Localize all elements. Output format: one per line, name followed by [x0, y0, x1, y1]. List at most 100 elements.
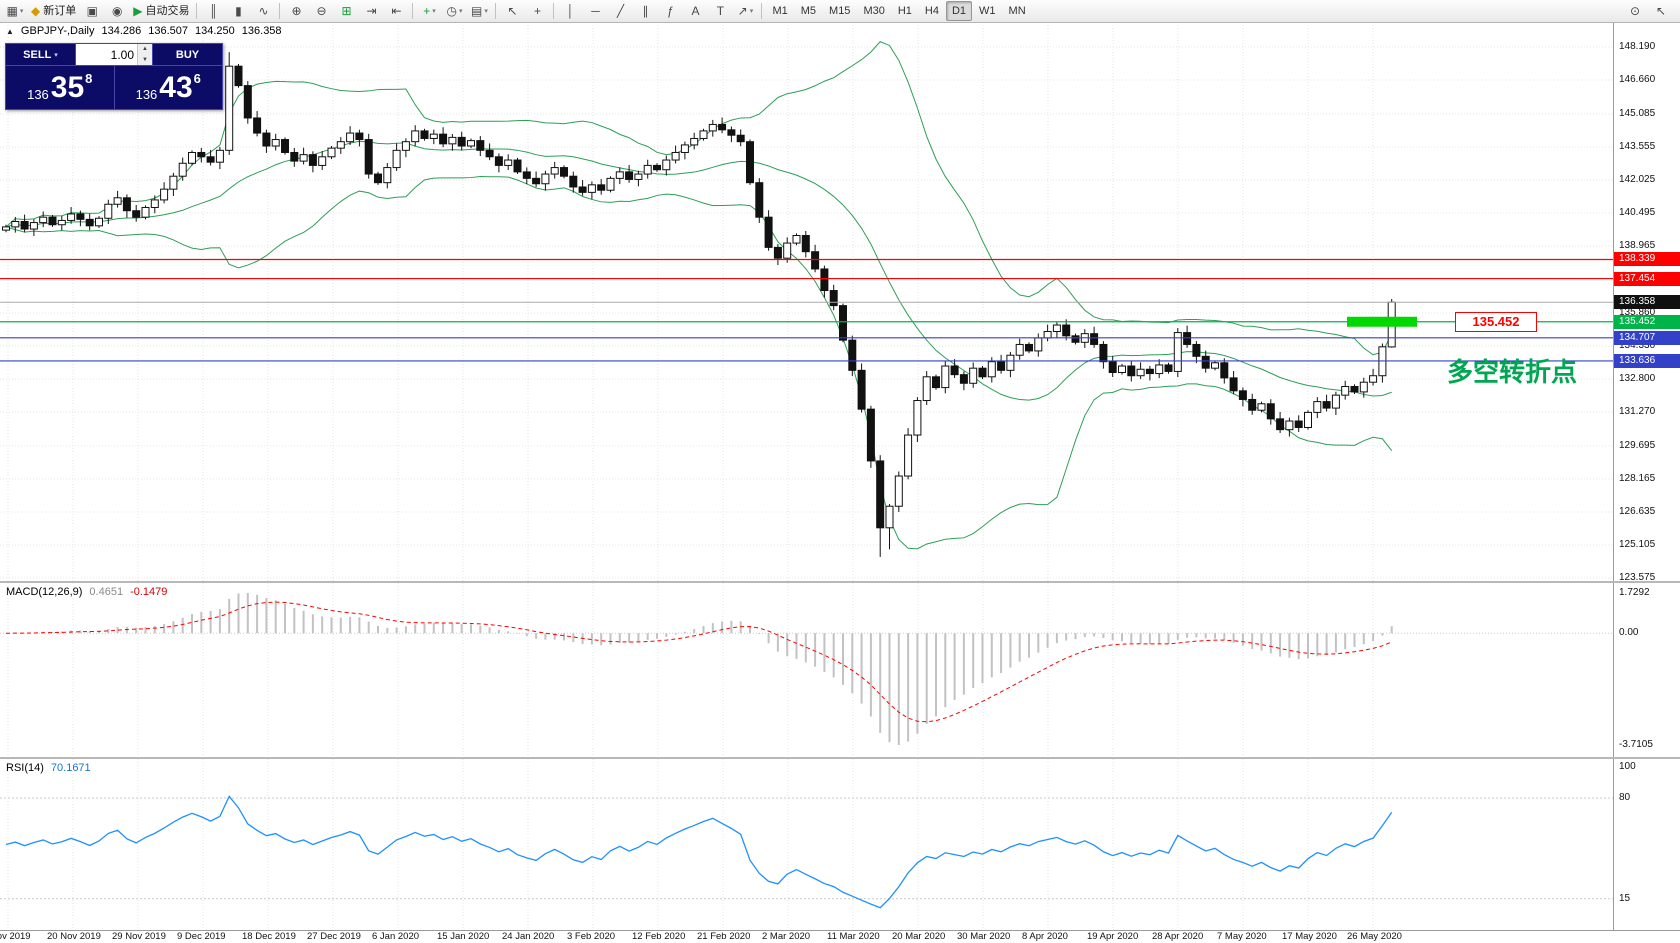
buy-button[interactable]: BUY [153, 44, 222, 65]
fibonacci-icon: ƒ [667, 4, 674, 18]
buy-price-point: 6 [193, 71, 201, 86]
buy-price-button[interactable]: 136 43 6 [115, 66, 223, 109]
date-label: 11 Mar 2020 [827, 931, 880, 942]
chevron-down-icon[interactable]: ▾ [19, 7, 24, 15]
price-axis[interactable]: 148.190 146.660 145.085 143.555 142.025 140.4… [1613, 22, 1680, 581]
text-label-icon: T [716, 4, 725, 18]
date-label: 6 Jan 2020 [372, 931, 420, 942]
vertical-line-button[interactable]: │ [558, 1, 582, 21]
macd-canvas[interactable] [0, 583, 1614, 757]
main-chart-panel[interactable]: ▲ GBPJPY-,Daily 134.286 136.507 134.250 … [0, 22, 1680, 581]
ohlc-close: 136.358 [241, 25, 282, 37]
toolbar-separator [495, 3, 497, 19]
sell-button[interactable]: SELL ▾ [6, 44, 75, 65]
rsi-panel[interactable]: RSI(14) 70.1671 100 80 15 [0, 757, 1680, 930]
timeframe-h4-button[interactable]: H4 [924, 5, 939, 17]
volume-increase-button[interactable]: ▲ [138, 44, 152, 55]
trendline-button[interactable]: ╱ [608, 1, 632, 21]
date-label: 2 Mar 2020 [762, 931, 811, 942]
fibonacci-button[interactable]: ƒ [658, 1, 682, 21]
bar-chart-icon: ║ [209, 4, 218, 18]
turning-point-annotation: 多空转折点 [1447, 356, 1578, 387]
price-level-label[interactable]: 135.452 [1455, 311, 1537, 332]
main-chart-canvas[interactable] [0, 22, 1614, 581]
zoom-out-button[interactable]: ⊖ [309, 1, 333, 21]
timeframe-h1-button[interactable]: H1 [897, 5, 912, 17]
zoom-in-button[interactable]: ⊕ [284, 1, 308, 21]
arrows-icon: ↗ [737, 4, 748, 18]
text-button[interactable]: A [683, 1, 707, 21]
macd-axis-label: 1.7292 [1619, 587, 1650, 598]
periods-button[interactable]: ◷ ▾ [442, 1, 466, 21]
price-tick: 128.165 [1619, 472, 1656, 484]
autotrading-button-label: 自动交易 [145, 4, 190, 17]
date-label: 29 Nov 2019 [112, 931, 166, 942]
chart-shift-button[interactable]: ⇤ [384, 1, 408, 21]
rsi-axis[interactable]: 100 80 15 [1613, 759, 1680, 930]
sell-label: SELL [23, 48, 52, 61]
rsi-axis-label: 80 [1619, 792, 1631, 803]
price-tick: 148.190 [1619, 40, 1656, 52]
date-label: 21 Feb 2020 [697, 931, 751, 942]
volume-decrease-button[interactable]: ▼ [138, 54, 152, 65]
text-label-button[interactable]: T [708, 1, 732, 21]
navigator-button[interactable]: ◉ [105, 1, 129, 21]
new-order-button[interactable]: ◆ 新订单 [28, 1, 79, 21]
auto-scroll-button[interactable]: ⇥ [359, 1, 383, 21]
market-watch-button[interactable]: ▣ [80, 1, 104, 21]
crosshair-button[interactable]: + [525, 1, 549, 21]
text-icon: A [691, 4, 700, 18]
timeframe-m1-button[interactable]: M1 [772, 5, 788, 17]
timeframe-d1-button[interactable]: D1 [945, 1, 973, 21]
crosshair-icon: + [533, 4, 541, 18]
toolbar-separator [553, 3, 555, 19]
pointer-mode-icon[interactable]: ↖ [1655, 4, 1667, 18]
tile-windows-button[interactable]: ⊞ [334, 1, 358, 21]
date-axis[interactable]: 1 Nov 2019 20 Nov 2019 29 Nov 2019 9 Dec 20… [0, 930, 1680, 943]
new-chart-icon: ▦ [6, 4, 18, 18]
indicators-button[interactable]: + ▾ [417, 1, 441, 21]
chevron-down-icon[interactable]: ▾ [749, 7, 754, 15]
timeframe-m15-button[interactable]: M15 [829, 5, 851, 17]
candlestick-chart-button[interactable]: ▮ [226, 1, 250, 21]
sell-price-button[interactable]: 136 35 8 [6, 66, 115, 109]
oneclick-toggle-icon[interactable]: ▲ [6, 26, 14, 36]
rsi-canvas[interactable] [0, 759, 1614, 930]
toolbar: ▦ ▾ ◆ 新订单 ▣ ◉ ▶ 自动交易 ║ ▮ ∿ ⊕ ⊖ ⊞ ⇥ ⇤ + ▾ ◷ ▾ ▤ ▾ ↖ + │ ─ ╱ ∥ ƒ A T ↗ ▾ M1… [0, 0, 1680, 23]
chevron-down-icon[interactable]: ▾ [54, 51, 58, 59]
candlestick-chart-icon: ▮ [235, 4, 242, 18]
timeframe-m30-button[interactable]: M30 [863, 5, 885, 17]
ohlc-high: 136.507 [148, 25, 189, 37]
quick-search-icon[interactable]: ⊙ [1629, 4, 1641, 18]
macd-panel[interactable]: MACD(12,26,9) 0.4651 -0.1479 1.7292 0.00 -… [0, 581, 1680, 757]
cursor-button[interactable]: ↖ [500, 1, 524, 21]
date-label: 17 May 2020 [1282, 931, 1337, 942]
new-chart-button[interactable]: ▦ ▾ [3, 1, 27, 21]
timeframe-w1-button[interactable]: W1 [979, 5, 996, 17]
ohlc-low: 134.250 [195, 25, 235, 37]
timeframe-m5-button[interactable]: M5 [800, 5, 817, 17]
chevron-down-icon[interactable]: ▾ [484, 7, 488, 15]
equidistant-channel-button[interactable]: ∥ [633, 1, 657, 21]
chevron-down-icon[interactable]: ▾ [432, 7, 436, 15]
price-line-badge: 134.707 [1614, 330, 1680, 345]
sell-price-point: 8 [85, 71, 93, 86]
date-label: 24 Jan 2020 [502, 931, 555, 942]
date-label: 3 Feb 2020 [567, 931, 616, 942]
price-tick: 125.105 [1619, 538, 1656, 550]
date-label: 1 Nov 2019 [0, 931, 31, 942]
timeframe-mn-button[interactable]: MN [1008, 5, 1026, 17]
volume-input[interactable] [76, 44, 137, 65]
templates-button[interactable]: ▤ ▾ [467, 1, 491, 21]
chevron-down-icon[interactable]: ▾ [458, 7, 463, 15]
trendline-icon: ╱ [616, 4, 625, 18]
rsi-header: RSI(14) 70.1671 [6, 762, 91, 774]
arrows-button[interactable]: ↗ ▾ [733, 1, 757, 21]
bar-chart-button[interactable]: ║ [201, 1, 225, 21]
autotrading-button[interactable]: ▶ 自动交易 [130, 1, 192, 21]
price-line-badge: 137.454 [1614, 271, 1680, 286]
rsi-axis-label: 100 [1619, 761, 1636, 772]
horizontal-line-button[interactable]: ─ [583, 1, 607, 21]
macd-axis[interactable]: 1.7292 0.00 -3.7105 [1613, 583, 1680, 757]
line-chart-button[interactable]: ∿ [251, 1, 275, 21]
